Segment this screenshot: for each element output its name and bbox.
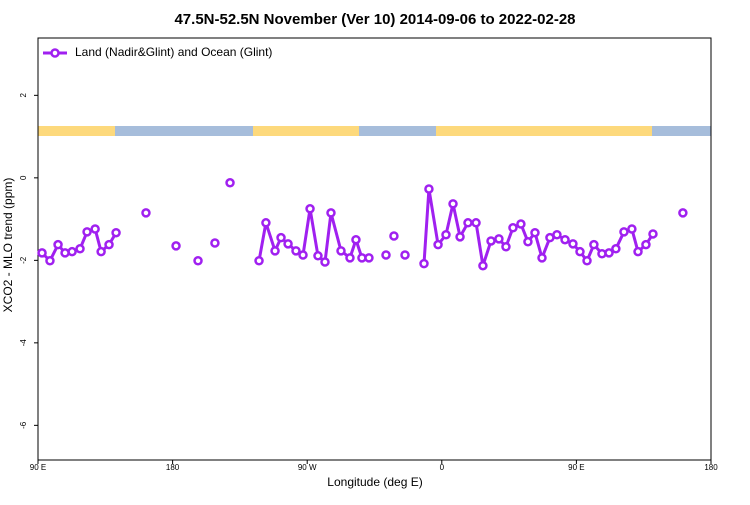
data-point — [261, 218, 271, 228]
data-point — [210, 238, 220, 248]
data-point — [552, 230, 562, 240]
data-point — [225, 178, 235, 188]
data-point — [424, 184, 434, 194]
data-point — [96, 246, 106, 257]
series-line — [257, 208, 369, 266]
series-line — [422, 188, 655, 267]
data-point — [611, 244, 621, 254]
y-tick-label: 0 — [19, 175, 28, 180]
data-point — [313, 251, 323, 261]
data-point — [400, 250, 410, 260]
data-point — [516, 219, 526, 229]
data-point — [501, 241, 511, 252]
data-point — [433, 239, 443, 250]
data-point — [336, 246, 346, 256]
x-tick-label: 180 — [704, 463, 718, 472]
data-point — [345, 253, 355, 263]
data-point — [589, 239, 599, 250]
data-point — [568, 239, 578, 249]
data-point — [111, 227, 121, 238]
data-point — [298, 250, 308, 260]
x-tick-label: 180 — [166, 463, 180, 472]
data-point — [141, 208, 151, 218]
y-tick-label: -6 — [19, 421, 28, 429]
data-point — [37, 248, 47, 258]
y-axis-label: XCO2 - MLO trend (ppm) — [1, 178, 15, 313]
data-point — [494, 234, 504, 244]
legend-label: Land (Nadir&Glint) and Ocean (Glint) — [75, 45, 272, 59]
data-point — [441, 230, 451, 240]
data-point — [320, 257, 330, 267]
data-point — [648, 229, 658, 239]
data-point — [619, 227, 629, 237]
data-point — [291, 246, 301, 256]
data-point — [389, 231, 399, 241]
data-point — [276, 232, 286, 243]
data-point — [463, 218, 473, 228]
data-point — [104, 239, 114, 250]
data-point — [67, 246, 77, 257]
x-axis-label: Longitude (deg E) — [327, 475, 422, 489]
y-tick-label: 2 — [19, 93, 28, 98]
data-point — [305, 204, 315, 214]
data-point — [478, 260, 488, 271]
data-point — [530, 227, 540, 238]
land-ocean-strip — [38, 126, 711, 136]
legend-marker — [50, 48, 60, 58]
x-tick-label: 90 E — [568, 463, 584, 472]
data-point — [326, 208, 336, 218]
data-point — [171, 241, 181, 251]
data-point — [270, 246, 280, 256]
data-point — [193, 256, 203, 266]
x-tick-label: 0 — [440, 463, 445, 472]
plot-frame — [37, 37, 712, 461]
data-point — [82, 227, 92, 237]
data-point — [633, 246, 643, 257]
data-point — [364, 253, 374, 263]
data-point — [508, 223, 518, 233]
data-point — [627, 224, 637, 234]
data-point — [381, 250, 391, 260]
chart-title: 47.5N-52.5N November (Ver 10) 2014-09-06… — [174, 11, 575, 28]
y-tick-label: -2 — [19, 256, 28, 264]
x-tick-label: 90 E — [30, 463, 46, 472]
y-tick-label: -4 — [19, 339, 28, 347]
data-point — [486, 236, 496, 246]
data-point — [283, 239, 293, 249]
data-point — [90, 224, 100, 234]
data-point — [53, 239, 63, 250]
data-point — [254, 256, 264, 266]
data-point — [471, 218, 481, 228]
data-point — [537, 253, 547, 263]
data-point — [641, 239, 651, 250]
data-point — [455, 232, 465, 242]
data-point — [448, 199, 458, 209]
data-point — [351, 234, 361, 245]
data-point — [75, 244, 85, 254]
data-point — [582, 256, 592, 266]
x-tick-label: 90 W — [298, 463, 317, 472]
data-point — [523, 237, 533, 247]
data-point — [678, 208, 688, 218]
data-point — [560, 234, 570, 245]
data-point — [604, 248, 614, 258]
data-point — [45, 256, 55, 266]
data-point — [419, 258, 429, 269]
data-point — [575, 246, 585, 257]
